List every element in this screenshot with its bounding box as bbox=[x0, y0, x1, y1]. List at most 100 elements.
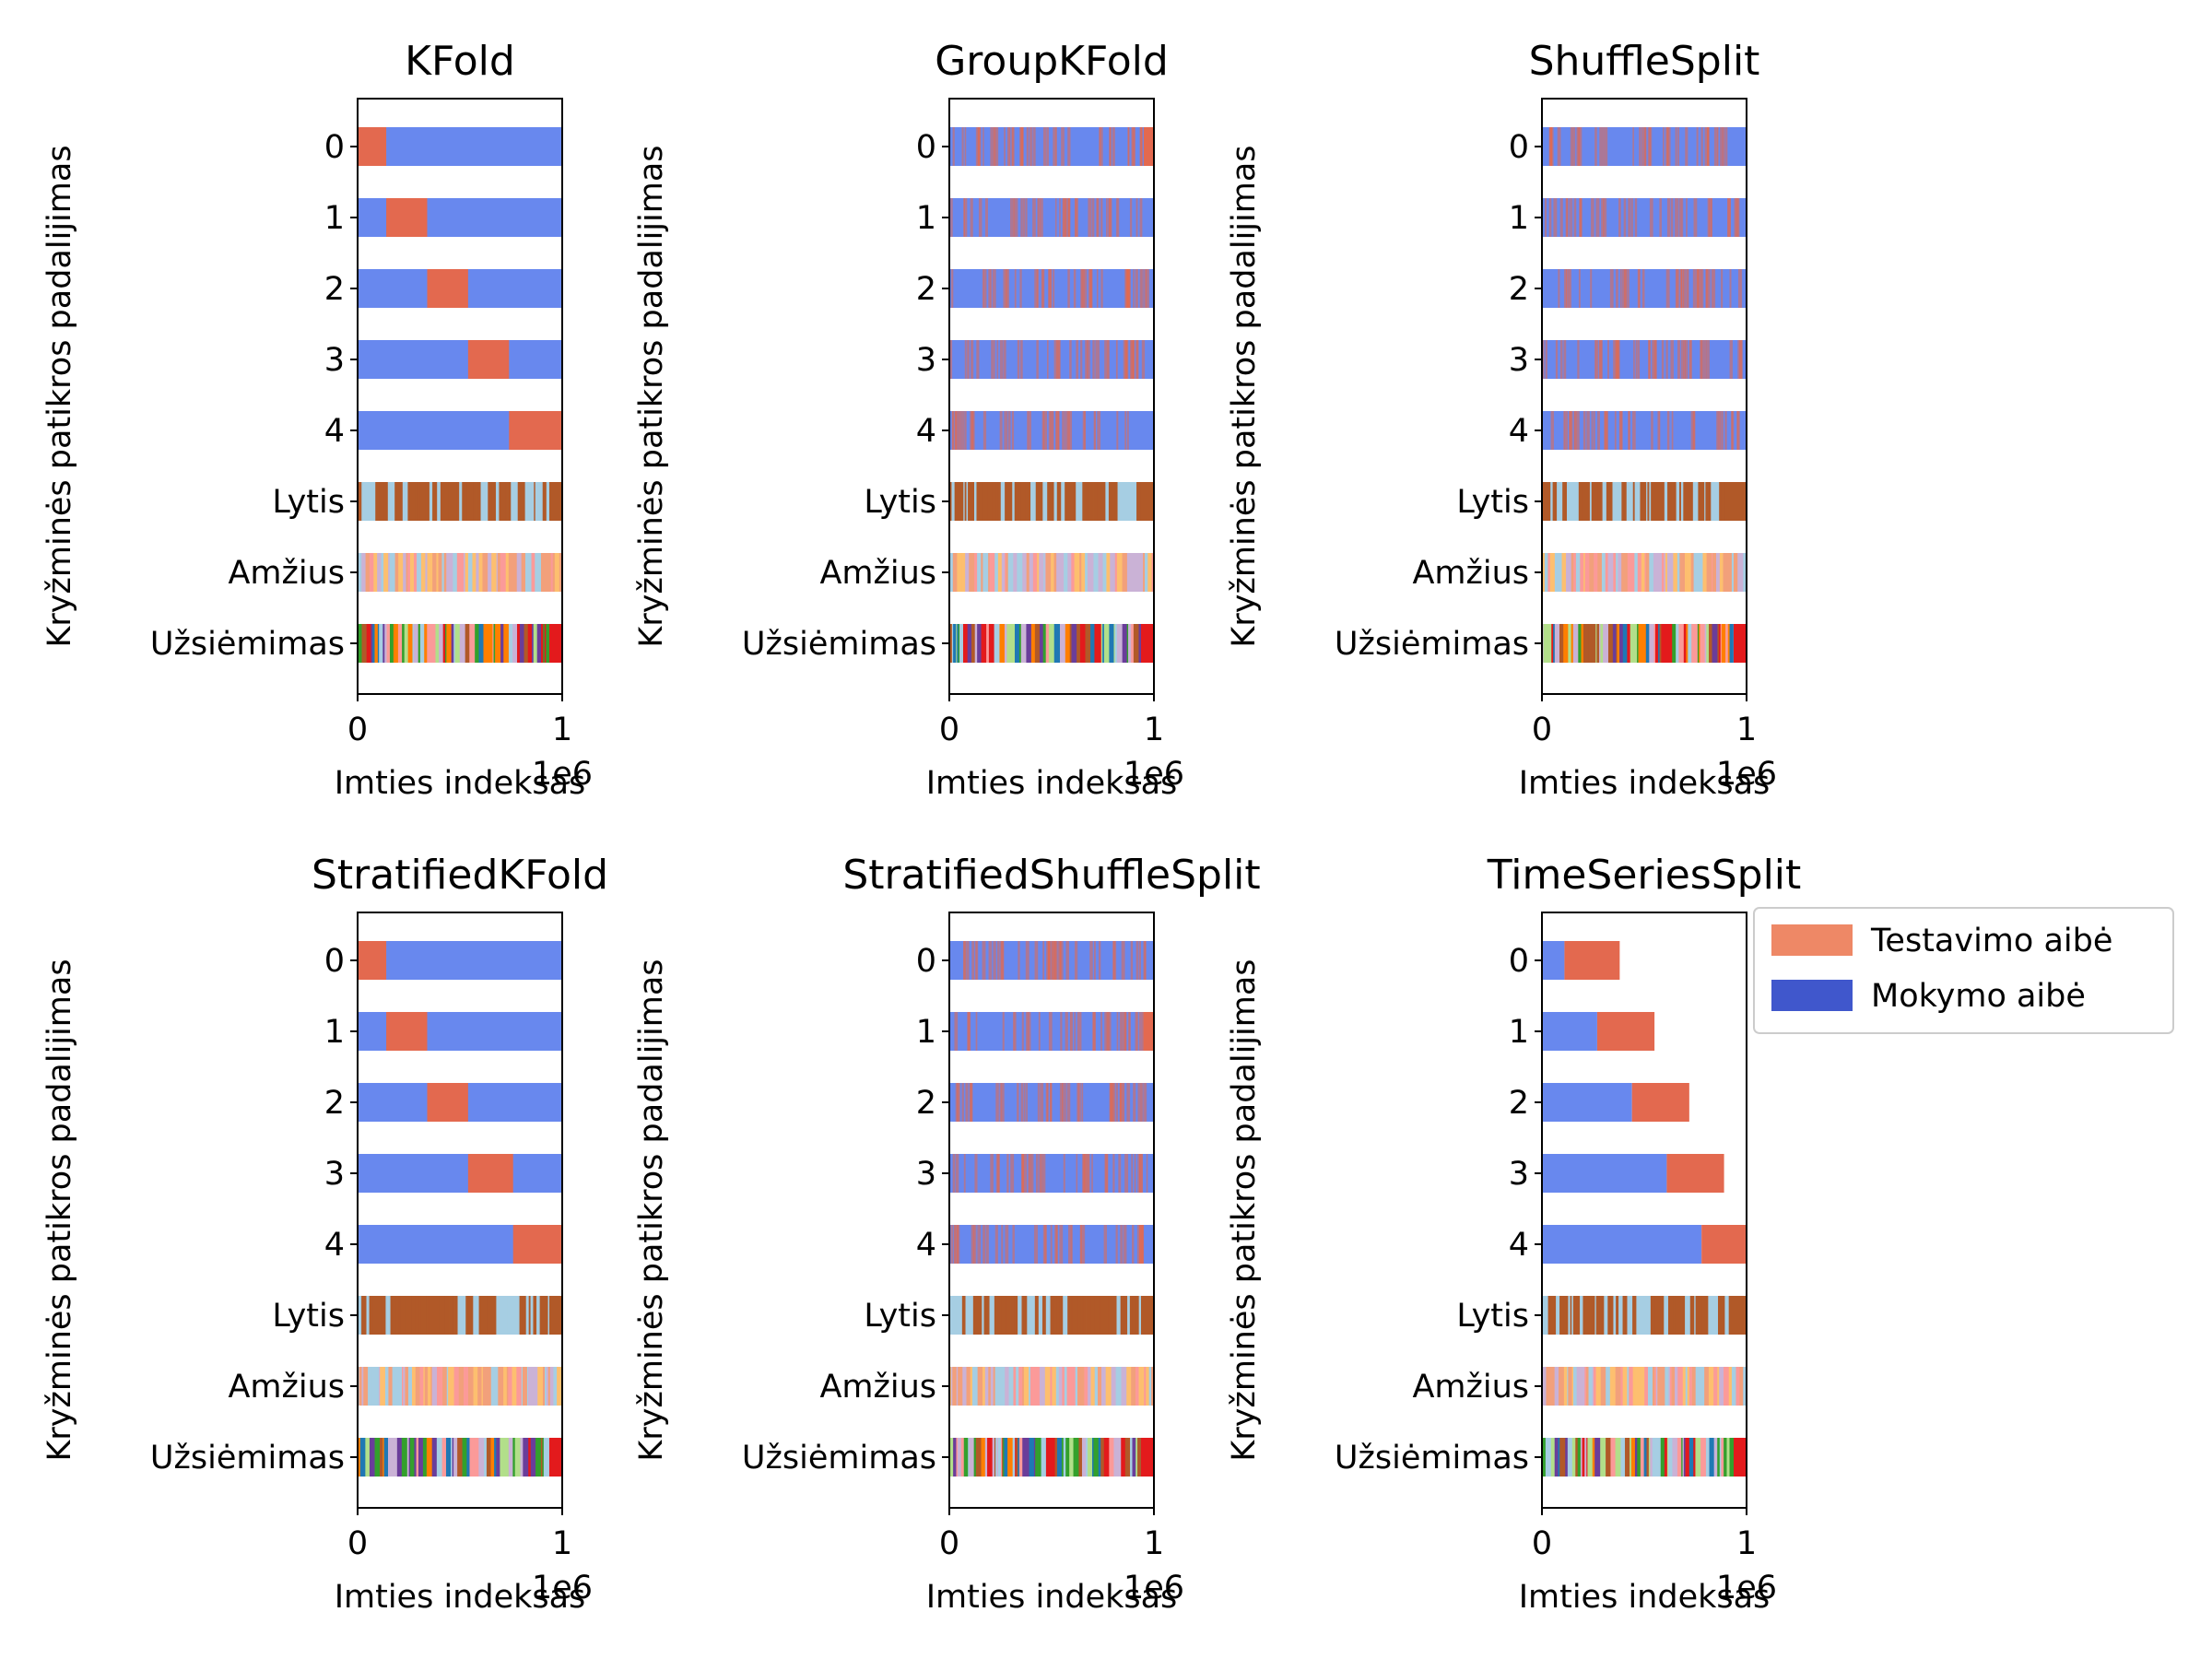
group-stripe-Lytis bbox=[1557, 482, 1559, 521]
group-tail-Lytis bbox=[1141, 482, 1154, 521]
group-stripe-Amžius bbox=[1074, 553, 1080, 592]
group-stripe-Lytis bbox=[1554, 1296, 1557, 1335]
group-stripe-Amžius bbox=[545, 1367, 547, 1406]
y-tick-label: 2 bbox=[1509, 1085, 1529, 1122]
group-stripe-Amžius bbox=[1060, 553, 1065, 592]
group-stripe-Amžius bbox=[557, 1367, 562, 1406]
group-stripe-Lytis bbox=[1667, 1296, 1675, 1335]
group-stripe-Lytis bbox=[512, 1296, 516, 1335]
group-stripe-Užsiėmimas bbox=[1583, 624, 1589, 663]
group-stripe-Amžius bbox=[417, 553, 422, 592]
x-tick-label: 0 bbox=[1532, 712, 1552, 748]
test-stripe-1 bbox=[1591, 198, 1594, 237]
group-stripe-Užsiėmimas bbox=[1121, 1438, 1126, 1477]
group-stripe-Užsiėmimas bbox=[1124, 1438, 1131, 1477]
group-stripe-Lytis bbox=[978, 1296, 982, 1335]
test-stripe-0 bbox=[1004, 127, 1006, 166]
test-stripe-1 bbox=[1623, 198, 1627, 237]
group-stripe-Lytis bbox=[546, 482, 551, 521]
group-stripe-Užsiėmimas bbox=[1098, 1438, 1101, 1477]
group-stripe-Užsiėmimas bbox=[1586, 1438, 1588, 1477]
group-stripe-Lytis bbox=[996, 1296, 1003, 1335]
group-stripe-Lytis bbox=[473, 1296, 476, 1335]
group-stripe-Amžius bbox=[1637, 553, 1642, 592]
test-stripe-0 bbox=[1663, 127, 1665, 166]
group-stripe-Lytis bbox=[1574, 482, 1580, 521]
group-stripe-Užsiėmimas bbox=[1059, 624, 1066, 663]
group-stripe-Amžius bbox=[1094, 1367, 1099, 1406]
group-stripe-Užsiėmimas bbox=[495, 624, 501, 663]
test-stripe-2 bbox=[1050, 1083, 1053, 1122]
group-stripe-Amžius bbox=[1679, 553, 1686, 592]
group-stripe-Užsiėmimas bbox=[1572, 624, 1579, 663]
group-stripe-Užsiėmimas bbox=[977, 624, 982, 663]
group-stripe-Amžius bbox=[1613, 553, 1617, 592]
group-stripe-Užsiėmimas bbox=[1595, 624, 1597, 663]
group-stripe-Užsiėmimas bbox=[486, 1438, 491, 1477]
group-stripe-Užsiėmimas bbox=[380, 1438, 383, 1477]
test-stripe-0 bbox=[993, 941, 996, 980]
train-bar-1 bbox=[1542, 198, 1747, 237]
group-stripe-Amžius bbox=[1563, 1367, 1568, 1406]
group-stripe-Lytis bbox=[1006, 1296, 1011, 1335]
group-stripe-Užsiėmimas bbox=[1018, 624, 1022, 663]
test-stripe-4 bbox=[1094, 411, 1096, 450]
group-stripe-Užsiėmimas bbox=[1126, 624, 1129, 663]
test-stripe-4 bbox=[1097, 411, 1101, 450]
group-stripe-Užsiėmimas bbox=[1045, 1438, 1049, 1477]
test-stripe-2 bbox=[1077, 1083, 1081, 1122]
group-stripe-Užsiėmimas bbox=[372, 624, 375, 663]
group-stripe-Amžius bbox=[516, 1367, 523, 1406]
group-stripe-Užsiėmimas bbox=[1575, 1438, 1579, 1477]
test-stripe-1 bbox=[1065, 198, 1069, 237]
axes-frame bbox=[948, 98, 1155, 695]
test-stripe-3 bbox=[1086, 1154, 1089, 1193]
test-stripe-3 bbox=[1542, 340, 1545, 379]
group-stripe-Amžius bbox=[1077, 1367, 1081, 1406]
group-stripe-Amžius bbox=[994, 1367, 999, 1406]
test-stripe-3 bbox=[1039, 1154, 1041, 1193]
group-stripe-Amžius bbox=[547, 553, 552, 592]
group-stripe-Užsiėmimas bbox=[1592, 1438, 1595, 1477]
group-stripe-Užsiėmimas bbox=[969, 1438, 975, 1477]
group-stripe-Lytis bbox=[437, 482, 441, 521]
group-stripe-Amžius bbox=[415, 553, 418, 592]
test-stripe-0 bbox=[1665, 127, 1669, 166]
group-stripe-Užsiėmimas bbox=[1125, 624, 1128, 663]
group-stripe-Lytis bbox=[1595, 1296, 1601, 1335]
group-stripe-Užsiėmimas bbox=[493, 624, 496, 663]
test-stripe-4 bbox=[982, 411, 987, 450]
group-stripe-Lytis bbox=[496, 1296, 502, 1335]
group-stripe-Lytis bbox=[1061, 482, 1065, 521]
group-stripe-Užsiėmimas bbox=[1682, 1438, 1685, 1477]
group-stripe-Užsiėmimas bbox=[956, 624, 958, 663]
group-stripe-Amžius bbox=[1592, 1367, 1594, 1406]
group-stripe-Amžius bbox=[980, 553, 982, 592]
group-stripe-Amžius bbox=[415, 1367, 420, 1406]
test-stripe-0 bbox=[1042, 127, 1047, 166]
group-stripe-Lytis bbox=[1083, 1296, 1087, 1335]
test-stripe-3 bbox=[1006, 1154, 1009, 1193]
test-stripe-0 bbox=[1606, 127, 1608, 166]
group-stripe-Užsiėmimas bbox=[1640, 1438, 1645, 1477]
test-stripe-4 bbox=[1005, 1225, 1009, 1264]
group-stripe-Užsiėmimas bbox=[407, 624, 413, 663]
group-stripe-Lytis bbox=[1132, 482, 1137, 521]
train-bar-3 bbox=[949, 1154, 1154, 1193]
group-stripe-Lytis bbox=[1664, 1296, 1669, 1335]
y-tick-label: Amžius bbox=[228, 555, 345, 592]
group-stripe-Lytis bbox=[982, 482, 988, 521]
group-stripe-Amžius bbox=[1735, 1367, 1740, 1406]
test-stripe-4 bbox=[1692, 411, 1696, 450]
group-stripe-Amžius bbox=[1728, 1367, 1733, 1406]
group-stripe-Užsiėmimas bbox=[1729, 1438, 1735, 1477]
group-stripe-Amžius bbox=[1143, 553, 1146, 592]
group-stripe-Lytis bbox=[1649, 482, 1652, 521]
test-stripe-0 bbox=[1594, 127, 1597, 166]
x-axis-label: Imties indeksas bbox=[335, 1579, 586, 1616]
group-stripe-Užsiėmimas bbox=[1018, 1438, 1023, 1477]
group-stripe-Amžius bbox=[411, 1367, 415, 1406]
test-stripe-2 bbox=[1066, 1083, 1071, 1122]
group-stripe-Užsiėmimas bbox=[541, 624, 544, 663]
group-stripe-Užsiėmimas bbox=[1600, 624, 1604, 663]
